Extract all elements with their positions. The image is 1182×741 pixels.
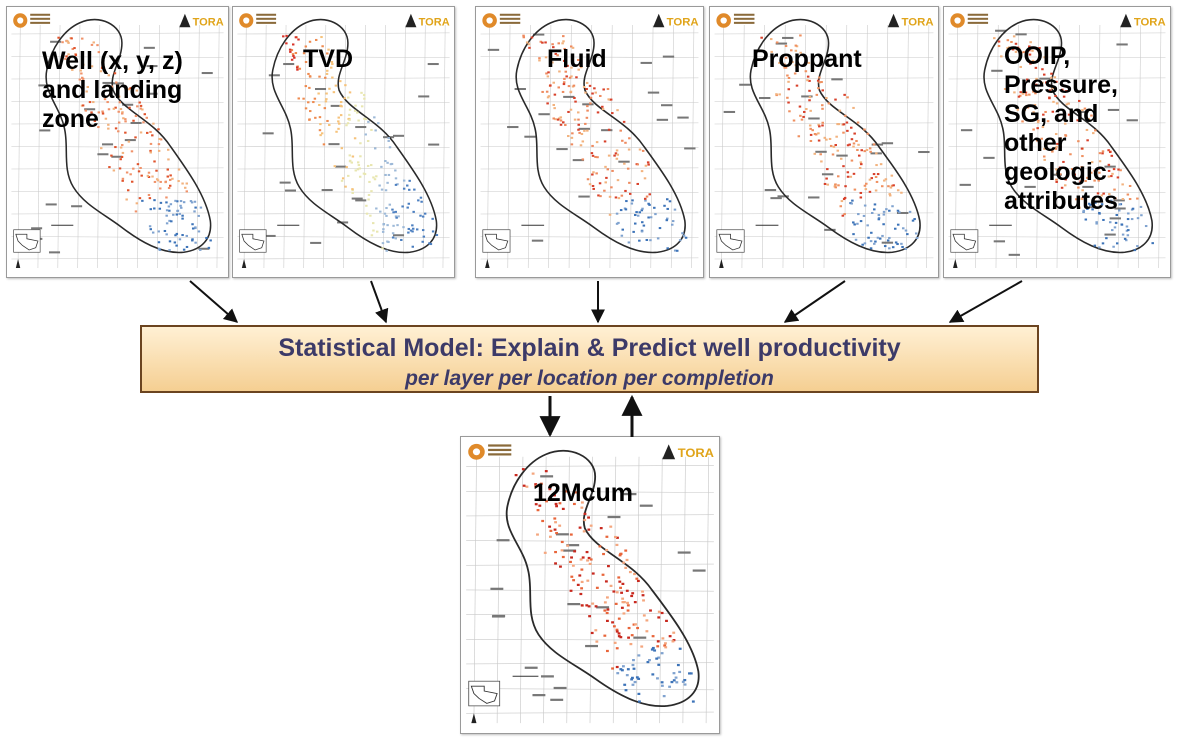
north-arrow-icon: [719, 259, 724, 268]
well-dots: [282, 34, 439, 252]
north-arrow-icon: [953, 259, 958, 268]
map-title-output: 12Mcum: [533, 479, 634, 507]
well-dots: [522, 34, 688, 252]
tora-logo-text: TORA: [1134, 16, 1166, 28]
map-card-well: TORA Well (x, y, z) and landing zone: [6, 6, 229, 278]
map-card-proppant: TORA Proppant: [709, 6, 939, 278]
beg-logo: [13, 13, 28, 28]
tora-logo-text: TORA: [419, 16, 450, 28]
beg-logo: [716, 13, 731, 28]
county-label-marks: [262, 63, 440, 244]
beg-logo-lettering: [733, 13, 755, 24]
map-title-well: Well (x, y, z) and landing zone: [42, 47, 183, 133]
arrow-well-to-model: [189, 280, 239, 323]
map-image-fluid: TORA: [480, 13, 699, 269]
county-label-marks: [31, 40, 213, 254]
tora-logo: TORA: [1120, 13, 1166, 28]
tora-logo: TORA: [405, 13, 450, 28]
county-label-marks: [490, 475, 706, 701]
beg-logo: [950, 13, 965, 28]
tora-logo-text: TORA: [678, 446, 714, 460]
tora-logo: TORA: [662, 444, 714, 460]
basin-outline: [749, 18, 921, 254]
tora-logo: TORA: [887, 13, 934, 29]
map-image-well: TORA: [11, 13, 224, 269]
map-card-tvd: TORA TVD: [232, 6, 455, 278]
beg-logo-lettering: [967, 13, 989, 24]
tora-logo-text: TORA: [667, 16, 699, 28]
map-card-geology: TORA OOIP, Pressure, SG, and other geolo…: [943, 6, 1171, 278]
texas-inset-icon: [239, 229, 267, 253]
texas-inset-icon: [716, 229, 745, 253]
beg-logo-lettering: [256, 13, 277, 24]
map-title-geology: OOIP, Pressure, SG, and other geologic a…: [1004, 42, 1118, 215]
beg-logo: [468, 443, 485, 460]
map-title-fluid: Fluid: [547, 45, 607, 73]
well-dots: [57, 36, 212, 252]
north-arrow-icon: [241, 259, 247, 268]
map-image-tvd: TORA: [237, 13, 450, 269]
model-title: Statistical Model: Explain & Predict wel…: [278, 334, 901, 362]
arrow-tvd-to-model: [370, 280, 389, 324]
beg-logo: [239, 13, 254, 28]
map-image-output: TORA: [466, 443, 714, 724]
well-dots: [760, 34, 919, 250]
tora-logo: TORA: [653, 13, 699, 28]
texas-inset-icon: [468, 680, 501, 707]
arrow-proppant-to-model: [783, 280, 846, 323]
well-dots: [514, 468, 695, 703]
county-grid: [11, 24, 224, 269]
texas-inset-icon: [950, 229, 979, 253]
beg-logo-lettering: [499, 13, 521, 24]
map-title-tvd: TVD: [303, 45, 353, 73]
north-arrow-icon: [15, 259, 21, 268]
well-dots: [993, 35, 1154, 252]
map-title-proppant: Proppant: [752, 45, 862, 73]
basin-outline: [271, 18, 438, 254]
beg-logo-lettering: [30, 13, 51, 24]
texas-inset-icon: [482, 229, 511, 253]
beg-logo-lettering: [488, 444, 512, 456]
statistical-model-box: Statistical Model: Explain & Predict wel…: [140, 325, 1039, 393]
texas-inset-icon: [13, 229, 41, 253]
map-card-fluid: TORA Fluid: [475, 6, 704, 278]
basin-outline: [505, 449, 700, 707]
arrow-geology-to-model: [948, 280, 1023, 323]
model-subtitle: per layer per location per completion: [405, 367, 774, 390]
beg-logo: [482, 13, 497, 28]
tora-logo-text: TORA: [902, 17, 934, 29]
north-arrow-icon: [485, 259, 490, 268]
county-grid: [237, 24, 450, 269]
basin-outline: [45, 18, 212, 254]
map-image-proppant: TORA: [714, 13, 934, 269]
map-card-output: TORA 12Mcum: [460, 436, 720, 734]
basin-outline: [515, 18, 686, 254]
north-arrow-icon: [471, 713, 477, 724]
county-label-marks: [487, 33, 696, 242]
tora-logo: TORA: [179, 13, 224, 28]
tora-logo-text: TORA: [193, 16, 224, 28]
map-image-geology: TORA: [948, 13, 1166, 269]
